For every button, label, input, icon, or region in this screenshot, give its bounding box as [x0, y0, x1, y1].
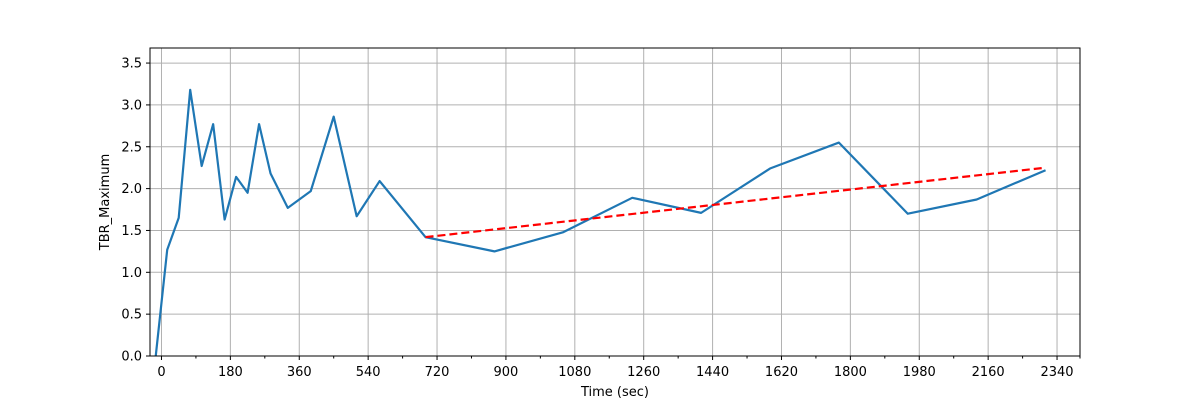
y-tick-label: 3.0: [121, 98, 142, 113]
series-layer: [154, 88, 1046, 357]
x-tick-label: 2160: [972, 365, 1005, 380]
y-tick-label: 0.5: [121, 308, 142, 323]
x-tick-label: 360: [287, 365, 312, 380]
grid-layer: [150, 48, 1080, 357]
series-line-0: [154, 88, 1046, 357]
y-tick-label: 3.5: [121, 57, 142, 72]
series-line-1: [425, 166, 1046, 239]
plot-frame: [149, 47, 1081, 357]
x-tick-label: 180: [218, 365, 243, 380]
y-tick-label: 2.0: [121, 182, 142, 197]
x-tick-label: 720: [425, 365, 450, 380]
y-tick-label: 1.5: [121, 224, 142, 239]
x-tick-label: 1800: [834, 365, 867, 380]
x-tick-label: 540: [356, 365, 381, 380]
y-tick-label: 2.5: [121, 140, 142, 155]
y-tick-label: 0.0: [121, 350, 142, 365]
axis-layer: 0 180 360 540 720 900 1080 1260 1440 1620 1800 1980…: [121, 57, 1081, 380]
x-tick-label: 1620: [765, 365, 798, 380]
x-tick-label: 1080: [558, 365, 591, 380]
x-tick-label: 2340: [1040, 365, 1073, 380]
x-tick-label: 1980: [903, 365, 936, 380]
x-tick-label: 1260: [627, 365, 660, 380]
y-axis-label: TBR_Maximum: [98, 154, 113, 251]
x-tick-label: 1440: [696, 365, 729, 380]
x-tick-label: 900: [494, 365, 519, 380]
x-tick-label: 0: [157, 365, 165, 380]
x-axis-label: Time (sec): [580, 385, 649, 400]
y-tick-label: 1.0: [121, 266, 142, 281]
